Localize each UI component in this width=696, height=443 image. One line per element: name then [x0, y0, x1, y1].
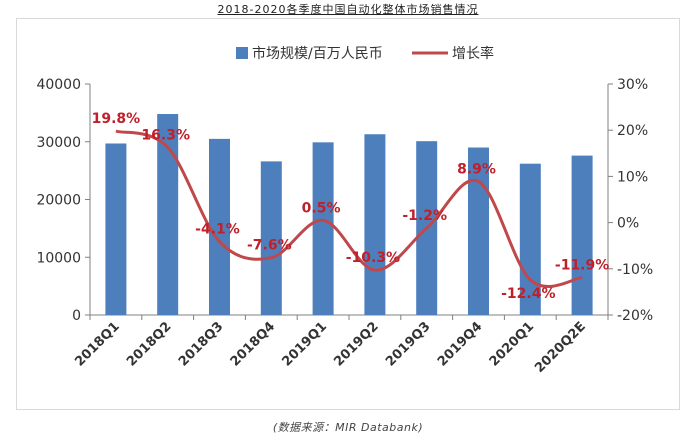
bar — [519, 163, 541, 315]
data-label: 0.5% — [302, 200, 341, 216]
data-label: -11.9% — [555, 258, 609, 274]
bar — [468, 147, 489, 315]
data-label: 16.3% — [141, 127, 190, 143]
data-label: 19.8% — [92, 111, 141, 127]
data-label: 8.9% — [457, 161, 496, 177]
x-tick-label: 2020Q1 — [487, 319, 537, 369]
bar — [260, 161, 282, 315]
data-label: -7.6% — [247, 238, 292, 254]
data-label: -12.4% — [501, 286, 555, 302]
x-tick-label: 2018Q3 — [176, 319, 226, 369]
data-label: -4.1% — [195, 222, 240, 238]
legend-swatch-bar — [236, 47, 248, 59]
left-tick-label: 10000 — [36, 250, 81, 266]
x-tick-label: 2019Q4 — [435, 319, 485, 369]
legend-label-line: 增长率 — [452, 45, 494, 62]
data-label: -10.3% — [346, 250, 400, 266]
bar — [364, 134, 386, 315]
right-tick-label: 30% — [617, 77, 648, 93]
bar — [209, 138, 230, 315]
x-tick-label: 2020Q2E — [532, 319, 589, 376]
x-tick-label: 2019Q1 — [280, 319, 330, 369]
data-label: -1.2% — [402, 208, 447, 224]
right-tick-label: 0% — [617, 216, 639, 232]
x-tick-label: 2019Q2 — [331, 319, 381, 369]
bar — [105, 143, 127, 315]
growth-rate-line — [115, 129, 583, 288]
bar — [312, 142, 334, 315]
left-tick-label: 30000 — [36, 135, 81, 151]
left-tick-label: 20000 — [36, 193, 81, 209]
bar — [157, 114, 179, 315]
x-tick-label: 2018Q1 — [72, 319, 122, 369]
data-source-note: (数据来源：MIR Databank) — [272, 421, 424, 434]
bar — [571, 155, 593, 315]
left-tick-label: 0 — [72, 308, 81, 324]
chart-title: 2018-2020各季度中国自动化整体市场销售情况 — [217, 3, 479, 16]
legend-label-bar: 市场规模/百万人民币 — [252, 45, 383, 62]
right-tick-label: 20% — [617, 123, 648, 139]
x-tick-label: 2019Q3 — [383, 319, 433, 369]
right-tick-label: 10% — [617, 169, 648, 185]
x-tick-label: 2018Q4 — [228, 319, 278, 369]
right-tick-label: -20% — [617, 308, 653, 324]
left-tick-label: 40000 — [36, 77, 81, 93]
chart-frame — [16, 18, 680, 410]
x-tick-label: 2018Q2 — [124, 319, 174, 369]
right-tick-label: -10% — [617, 262, 653, 278]
